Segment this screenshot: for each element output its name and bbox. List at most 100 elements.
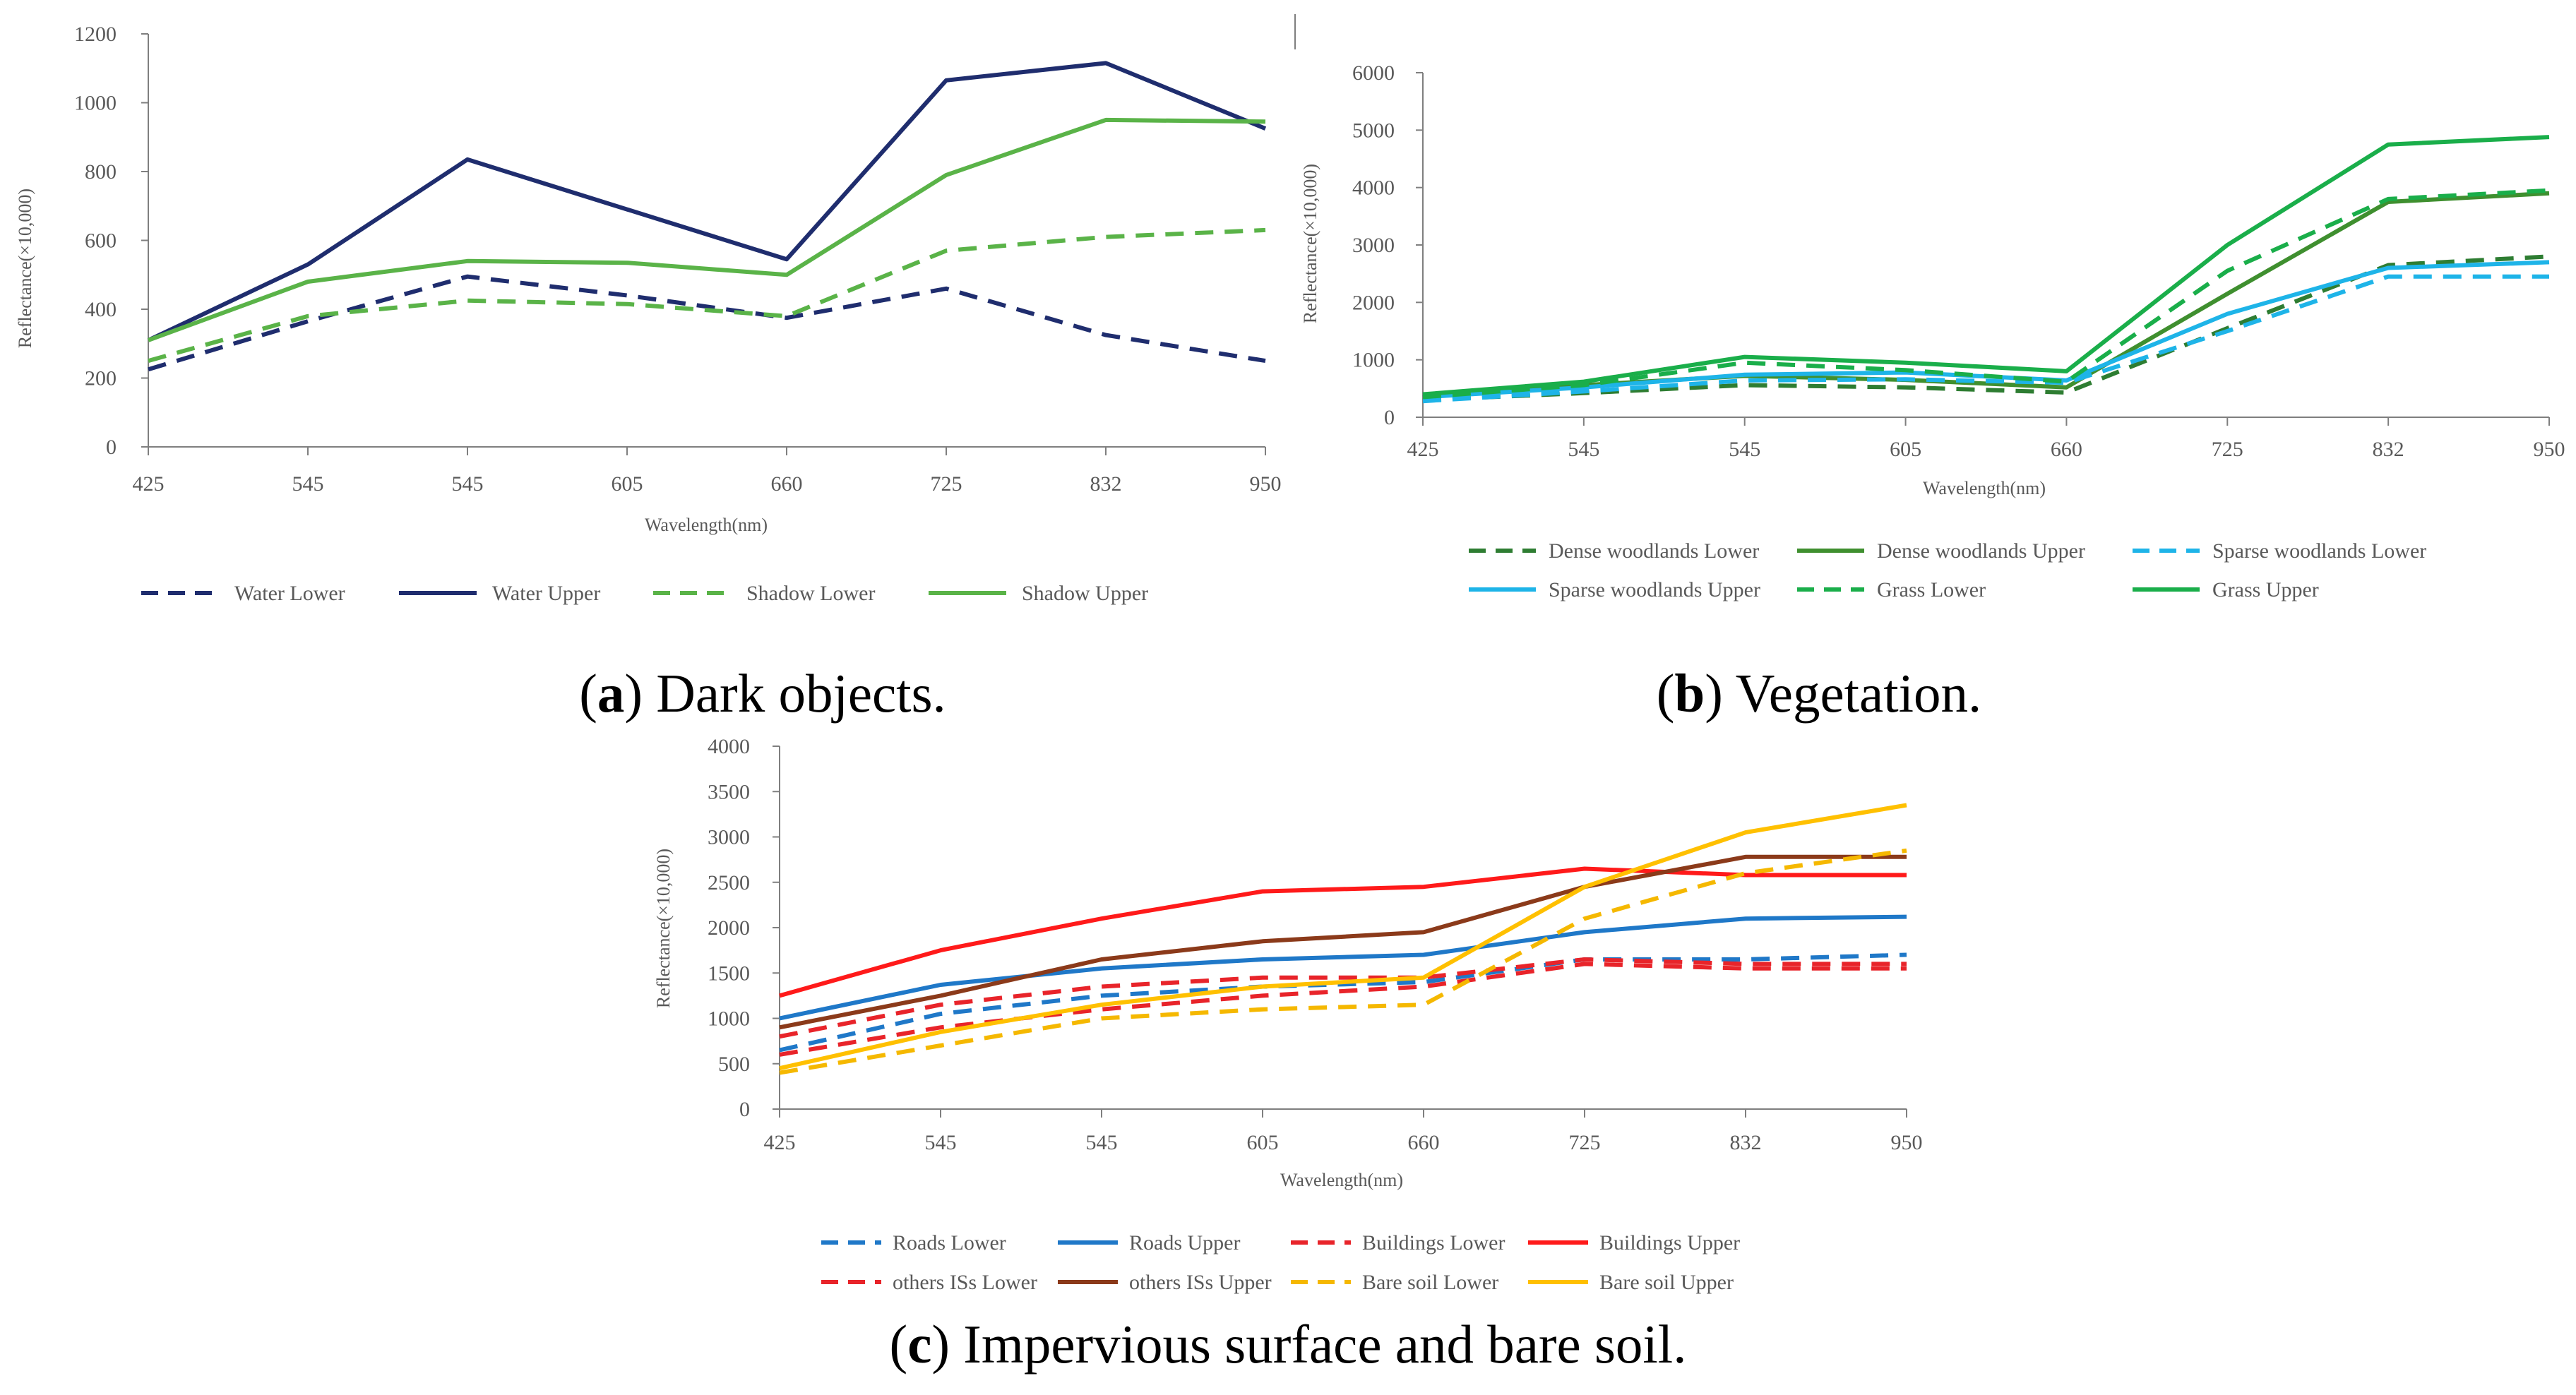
caption-a-text: Dark objects. xyxy=(656,663,946,724)
chart-a-x-tick-label: 545 xyxy=(292,472,324,496)
chart-a-legend-item: Shadow Upper xyxy=(929,582,1148,605)
chart-c-series-others-iss-lower xyxy=(779,962,1907,1057)
chart-c-y-tick-label: 500 xyxy=(718,1053,750,1076)
chart-c-y-tick-label: 3500 xyxy=(708,780,750,803)
chart-a-legend-item: Shadow Lower xyxy=(653,582,875,605)
legend-label: others ISs Lower xyxy=(893,1271,1037,1294)
chart-a-y-tick-label: 800 xyxy=(85,160,117,184)
legend-label: Bare soil Lower xyxy=(1362,1271,1498,1294)
legend-label: Water Upper xyxy=(492,582,600,605)
chart-c-legend-item: Bare soil Upper xyxy=(1528,1271,1734,1294)
chart-c-series-roads-lower xyxy=(779,952,1907,1053)
legend-label: Dense woodlands Lower xyxy=(1549,539,1759,563)
chart-a-ylabel: Reflectance(×10,000) xyxy=(15,188,35,348)
chart-b-x-tick-label: 950 xyxy=(2534,438,2565,461)
caption-b-text: Vegetation. xyxy=(1736,663,1982,724)
legend-label: Grass Lower xyxy=(1877,578,1986,601)
chart-a-xlabel: Wavelength(nm) xyxy=(645,515,768,535)
chart-c-x-tick-label: 545 xyxy=(1086,1131,1118,1154)
chart-b-x-tick-label: 605 xyxy=(1890,438,1921,461)
legend-label: Buildings Upper xyxy=(1599,1231,1740,1255)
chart-a-x-tick-label: 725 xyxy=(931,472,962,496)
chart-b-series-grass-upper xyxy=(1422,135,2550,397)
chart-b-legend-item: Grass Lower xyxy=(1797,578,1986,601)
chart-a-x-tick-label: 425 xyxy=(133,472,165,496)
chart-c-x-tick-label: 950 xyxy=(1891,1131,1923,1154)
chart-b-y-tick-label: 4000 xyxy=(1352,176,1395,200)
chart-b-y-tick-label: 6000 xyxy=(1352,61,1395,85)
caption-c-letter: c xyxy=(907,1314,931,1375)
chart-b-legend-item: Grass Upper xyxy=(2133,578,2319,601)
chart-a-legend-item: Water Lower xyxy=(141,582,345,605)
chart-c-series-buildings-upper xyxy=(779,866,1907,998)
chart-b-plot: 0 1000 2000 3000 4000 5000 6000 425 545 545 605 660… xyxy=(1352,61,2565,461)
chart-b-legend-item: Sparse woodlands Lower xyxy=(2133,539,2426,563)
chart-a-x-tick-label: 545 xyxy=(452,472,484,496)
chart-c-ylabel: Reflectance(×10,000) xyxy=(653,849,674,1008)
chart-b-legend-item: Sparse woodlands Upper xyxy=(1469,578,1760,601)
caption-b: (b) Vegetation. xyxy=(1657,663,1982,724)
chart-c-y-tick-label: 1000 xyxy=(708,1007,750,1031)
chart-c-legend-item: Roads Lower xyxy=(821,1231,1006,1255)
legend-label: Dense woodlands Upper xyxy=(1877,539,2085,563)
chart-c-x-tick-label: 660 xyxy=(1408,1131,1440,1154)
chart-a-y-tick-label: 0 xyxy=(106,436,117,459)
caption-c-text: Impervious surface and bare soil. xyxy=(963,1314,1686,1375)
panel-c-impervious: 0 500 1000 1500 2000 2500 3000 3500 4000 425 545 54… xyxy=(653,735,1923,1375)
chart-b-series-grass-lower xyxy=(1422,188,2550,400)
chart-a-x-tick-label: 950 xyxy=(1250,472,1282,496)
chart-a-y-tick-label: 400 xyxy=(85,298,117,321)
chart-a-y-tick-label: 200 xyxy=(85,367,117,390)
chart-b-ylabel: Reflectance(×10,000) xyxy=(1300,164,1320,323)
chart-c-y-tick-label: 2500 xyxy=(708,871,750,894)
chart-c-series-roads-upper xyxy=(779,914,1907,1021)
legend-label: Shadow Lower xyxy=(746,582,875,605)
chart-c-x-tick-label: 605 xyxy=(1247,1131,1279,1154)
legend-label: Sparse woodlands Upper xyxy=(1549,578,1760,601)
chart-b-legend: Dense woodlands Lower Dense woodlands Upp… xyxy=(1469,539,2426,601)
chart-a-series-shadow-upper xyxy=(147,117,1266,342)
chart-b-legend-item: Dense woodlands Lower xyxy=(1469,539,1759,563)
chart-c-x-tick-label: 725 xyxy=(1569,1131,1601,1154)
chart-b-x-tick-label: 725 xyxy=(2212,438,2243,461)
chart-a-x-tick-label: 605 xyxy=(612,472,643,496)
chart-c-series-bare-soil-lower xyxy=(779,848,1907,1075)
legend-label: Grass Upper xyxy=(2212,578,2319,601)
chart-a-legend: Water Lower Water Upper Shadow Lower Shadow… xyxy=(141,582,1148,605)
caption-b-letter: b xyxy=(1674,663,1705,724)
chart-a-x-tick-label: 832 xyxy=(1090,472,1122,496)
legend-label: Roads Upper xyxy=(1129,1231,1240,1255)
chart-a-x-tick-label: 660 xyxy=(771,472,803,496)
chart-b-y-tick-label: 0 xyxy=(1384,406,1395,429)
chart-c-legend: Roads Lower Roads Upper Buildings Lower Bui… xyxy=(821,1231,1740,1294)
chart-c-y-tick-label: 4000 xyxy=(708,735,750,758)
caption-c: (c) Impervious surface and bare soil. xyxy=(890,1314,1687,1375)
chart-a-plot: 0 200 400 600 800 1000 1200 425 545 545 605 660 725 8… xyxy=(74,23,1282,496)
chart-b-xlabel: Wavelength(nm) xyxy=(1923,478,2046,498)
chart-c-xlabel: Wavelength(nm) xyxy=(1280,1170,1403,1190)
chart-a-y-tick-label: 1000 xyxy=(74,92,117,115)
legend-label: Water Lower xyxy=(234,582,345,605)
chart-a-series-shadow-lower xyxy=(148,227,1266,363)
chart-b-legend-item: Dense woodlands Upper xyxy=(1797,539,2085,563)
chart-c-legend-item: others ISs Upper xyxy=(1058,1271,1272,1294)
chart-c-legend-item: others ISs Lower xyxy=(821,1271,1037,1294)
chart-c-x-tick-label: 832 xyxy=(1730,1131,1762,1154)
chart-a-legend-item: Water Upper xyxy=(399,582,600,605)
chart-a-series-water-upper xyxy=(147,61,1267,342)
legend-label: Roads Lower xyxy=(893,1231,1006,1255)
chart-c-legend-item: Buildings Lower xyxy=(1291,1231,1505,1255)
chart-a-y-tick-label: 600 xyxy=(85,229,117,253)
chart-c-plot: 0 500 1000 1500 2000 2500 3000 3500 4000 425 545 54… xyxy=(708,735,1923,1154)
chart-c-series-bare-soil-upper xyxy=(779,803,1907,1071)
chart-c-y-tick-label: 3000 xyxy=(708,826,750,849)
chart-a-series-water-lower xyxy=(148,274,1266,372)
panel-a-dark-objects: 0 200 400 600 800 1000 1200 425 545 545 605 660 725 8… xyxy=(15,23,1282,724)
chart-b-series-sparse-woodlands-lower xyxy=(1422,274,2549,404)
chart-c-y-tick-label: 2000 xyxy=(708,916,750,940)
panel-b-vegetation: 0 1000 2000 3000 4000 5000 6000 425 545 545 605 660… xyxy=(1294,14,2565,724)
chart-c-legend-item: Buildings Upper xyxy=(1528,1231,1740,1255)
caption-a-letter: a xyxy=(597,663,625,724)
chart-c-legend-item: Roads Upper xyxy=(1058,1231,1240,1255)
